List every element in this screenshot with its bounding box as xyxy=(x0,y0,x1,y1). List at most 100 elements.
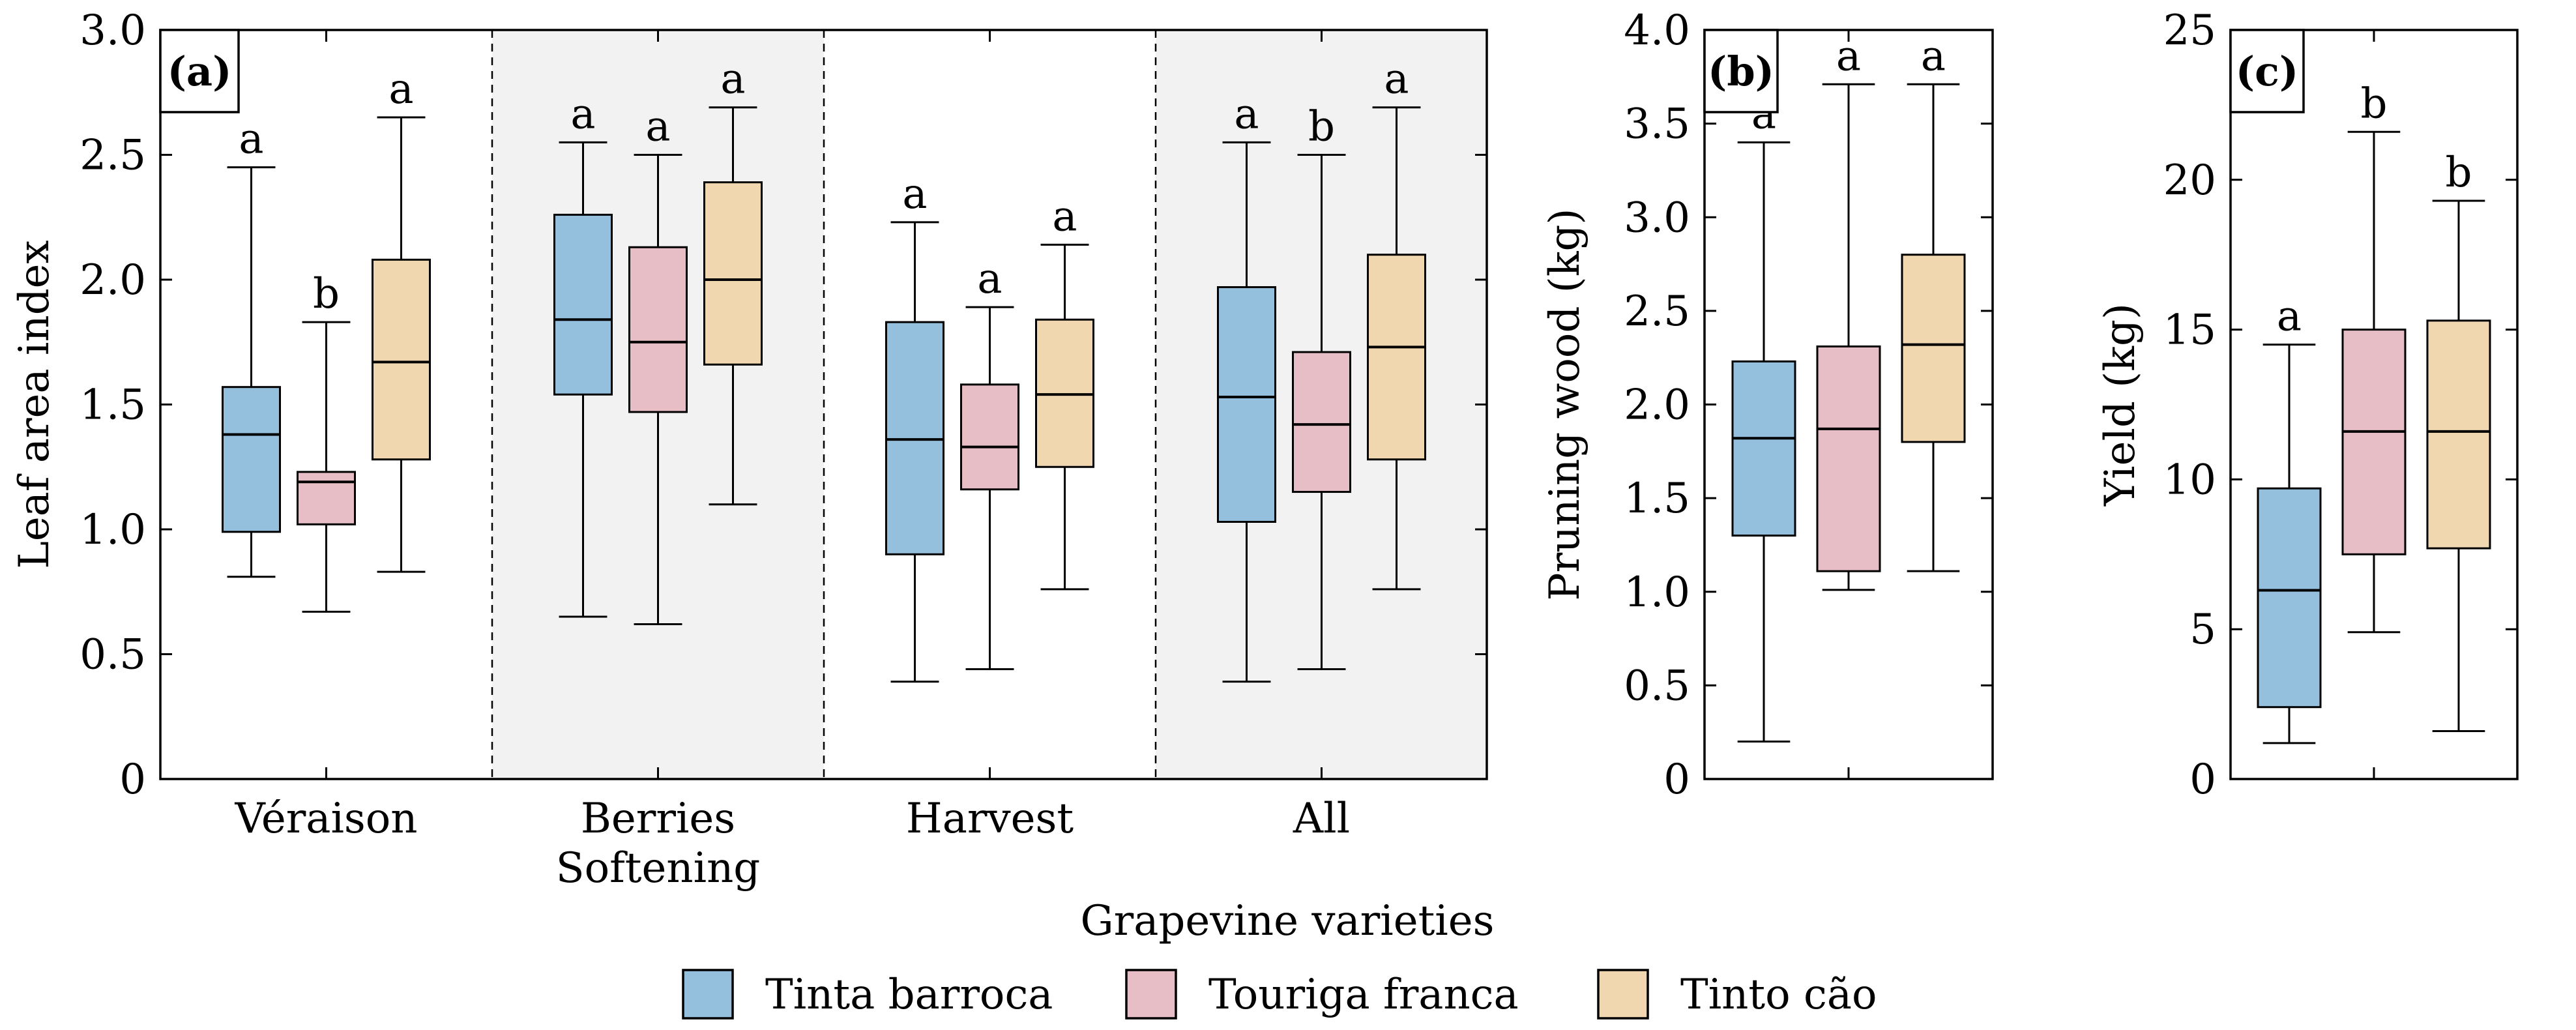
box-iqr xyxy=(2257,487,2322,709)
y-axis-label: Yield (kg) xyxy=(2096,303,2144,507)
significance-letter: a xyxy=(1836,32,1861,80)
y-tick-label: 2.0 xyxy=(1624,381,1690,430)
plot-frame xyxy=(159,29,1488,780)
legend-items: Tinta barroca Touriga franca Tinto cão xyxy=(682,969,1877,1020)
panel-b-pruning-wood: 0 0.5 1.0 1.5 2.0 2.5 3.0 3.5 4.0 Pruning wood (k… xyxy=(1541,7,1994,804)
y-tick-label: 0.5 xyxy=(80,631,146,679)
y-tick-label: 0 xyxy=(1663,756,1690,804)
legend-swatch xyxy=(1597,969,1649,1020)
panel-label-box xyxy=(159,29,240,113)
y-tick-label: 3.5 xyxy=(1624,100,1690,149)
box-iqr xyxy=(1292,351,1351,493)
box-v-raison-tinto-c-o: a xyxy=(372,65,431,573)
y-tick-label: 1.0 xyxy=(80,506,146,554)
box-all-tinto-c-o: a xyxy=(1367,55,1426,591)
box-all-tinta-barroca: a xyxy=(1731,90,1796,743)
legend-label: Touriga franca xyxy=(1208,971,1519,1019)
legend-swatch xyxy=(682,969,734,1020)
legend-label: Tinto cão xyxy=(1680,971,1877,1019)
box-harvest-tinto-c-o: a xyxy=(1035,192,1094,591)
y-tick-label: 2.5 xyxy=(80,132,146,180)
x-tick-label: Véraison xyxy=(234,795,417,843)
box-iqr xyxy=(960,383,1019,491)
y-tick-label: 15 xyxy=(2163,306,2216,355)
box-harvest-tinta-barroca: a xyxy=(885,170,944,683)
box-iqr xyxy=(222,386,281,533)
y-axis-label: Leaf area index xyxy=(10,240,59,568)
box-iqr xyxy=(553,213,613,396)
significance-letter: a xyxy=(570,90,595,138)
panel-c-yield: 0 5 10 15 20 25 Yield (kg) a b b (c) xyxy=(2096,7,2519,804)
y-tick-label: 3.0 xyxy=(80,7,146,55)
box-all-touriga-franca: a xyxy=(1816,32,1881,591)
significance-letter: a xyxy=(1234,90,1259,138)
y-tick-label: 0.5 xyxy=(1624,662,1690,710)
y-tick-label: 10 xyxy=(2163,456,2216,504)
significance-letter: a xyxy=(388,65,413,113)
box-iqr xyxy=(1816,345,1881,572)
significance-letter: a xyxy=(239,115,263,164)
box-all-tinto-c-o: b xyxy=(2426,149,2491,732)
panel-label: (a) xyxy=(168,48,232,95)
box-v-raison-tinta-barroca: a xyxy=(222,115,281,578)
box-iqr xyxy=(1217,286,1276,523)
box-iqr xyxy=(703,181,763,366)
box-iqr xyxy=(628,246,688,413)
significance-letter: a xyxy=(1052,192,1077,241)
y-tick-label: 0 xyxy=(119,756,146,804)
plot-frame xyxy=(2229,29,2519,780)
box-v-raison-touriga-franca: b xyxy=(297,270,356,613)
box-all-tinta-barroca: a xyxy=(1217,90,1276,683)
legend-label: Tinta barroca xyxy=(765,971,1053,1019)
legend: Grapevine varieties Tinta barroca Touriga… xyxy=(682,897,1877,1020)
box-all-touriga-franca: b xyxy=(1292,103,1351,670)
box-iqr xyxy=(297,471,356,525)
y-tick-label: 0 xyxy=(2189,756,2216,804)
y-tick-label: 25 xyxy=(2163,7,2216,55)
panel-label: (c) xyxy=(2236,48,2298,95)
significance-letter: b xyxy=(2361,80,2388,128)
legend-swatch xyxy=(1125,969,1177,1020)
significance-letter: a xyxy=(977,255,1002,303)
x-tick-label: Softening xyxy=(556,844,761,892)
box-all-tinto-c-o: a xyxy=(1901,32,1966,572)
panel-a-leaf-area-index: 0 0.5 1.0 1.5 2.0 2.5 3.0 Leaf area index Vérais… xyxy=(10,7,1488,892)
legend-item-touriga-franca: Touriga franca xyxy=(1125,969,1519,1020)
y-axis-label: Pruning wood (kg) xyxy=(1541,209,1589,601)
x-tick-label: All xyxy=(1293,795,1350,843)
box-iqr xyxy=(1367,254,1426,461)
y-tick-label: 1.0 xyxy=(1624,568,1690,617)
significance-letter: a xyxy=(1384,55,1409,104)
significance-letter: b xyxy=(1308,103,1335,151)
box-iqr xyxy=(2341,329,2407,555)
panel-label-box xyxy=(2229,29,2305,113)
plot-frame xyxy=(1703,29,1994,780)
panel-label: (b) xyxy=(1708,48,1774,95)
x-tick-label: Berries xyxy=(581,795,735,843)
box-berries-softening-touriga-franca: a xyxy=(628,103,688,626)
significance-letter: a xyxy=(645,103,670,151)
y-tick-label: 4.0 xyxy=(1624,7,1690,55)
y-tick-label: 1.5 xyxy=(80,381,146,430)
y-tick-label: 20 xyxy=(2163,156,2216,205)
y-tick-label: 5 xyxy=(2189,606,2216,654)
box-iqr xyxy=(2426,319,2491,550)
significance-letter: b xyxy=(2446,149,2472,197)
y-tick-label: 2.0 xyxy=(80,256,146,304)
box-iqr xyxy=(1901,254,1966,443)
box-iqr xyxy=(372,258,431,461)
y-tick-label: 2.5 xyxy=(1624,287,1690,336)
box-berries-softening-tinto-c-o: a xyxy=(703,55,763,506)
significance-letter: b xyxy=(313,270,340,318)
box-harvest-touriga-franca: a xyxy=(960,255,1019,670)
box-all-touriga-franca: b xyxy=(2341,80,2407,634)
box-all-tinta-barroca: a xyxy=(2257,293,2322,744)
x-tick-label: Harvest xyxy=(906,795,1074,843)
significance-letter: a xyxy=(720,55,745,104)
box-berries-softening-tinta-barroca: a xyxy=(553,90,613,618)
significance-letter: a xyxy=(2277,293,2302,341)
significance-letter: a xyxy=(1921,32,1946,80)
panel-label-box xyxy=(1703,29,1779,113)
legend-item-tinta-barroca: Tinta barroca xyxy=(682,969,1053,1020)
